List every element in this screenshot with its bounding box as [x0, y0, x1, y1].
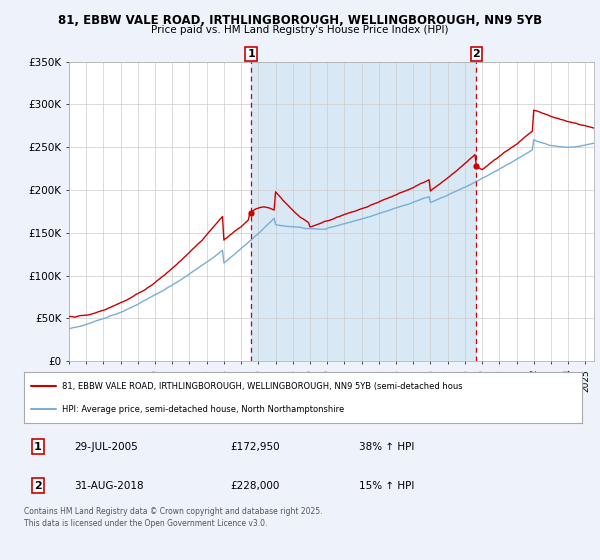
Text: 2: 2: [34, 481, 42, 491]
Text: 81, EBBW VALE ROAD, IRTHLINGBOROUGH, WELLINGBOROUGH, NN9 5YB (semi-detached hous: 81, EBBW VALE ROAD, IRTHLINGBOROUGH, WEL…: [62, 381, 463, 390]
Text: Contains HM Land Registry data © Crown copyright and database right 2025.
This d: Contains HM Land Registry data © Crown c…: [24, 507, 323, 528]
Text: 1: 1: [247, 49, 255, 59]
Text: Price paid vs. HM Land Registry's House Price Index (HPI): Price paid vs. HM Land Registry's House …: [151, 25, 449, 35]
Text: 38% ↑ HPI: 38% ↑ HPI: [359, 441, 414, 451]
Text: 2: 2: [473, 49, 480, 59]
Text: 31-AUG-2018: 31-AUG-2018: [74, 481, 144, 491]
Text: 81, EBBW VALE ROAD, IRTHLINGBOROUGH, WELLINGBOROUGH, NN9 5YB: 81, EBBW VALE ROAD, IRTHLINGBOROUGH, WEL…: [58, 14, 542, 27]
Text: 1: 1: [34, 441, 42, 451]
Bar: [251, 62, 476, 361]
Text: £172,950: £172,950: [230, 441, 280, 451]
Text: 29-JUL-2005: 29-JUL-2005: [74, 441, 138, 451]
Text: £228,000: £228,000: [230, 481, 280, 491]
Text: 15% ↑ HPI: 15% ↑ HPI: [359, 481, 414, 491]
Text: HPI: Average price, semi-detached house, North Northamptonshire: HPI: Average price, semi-detached house,…: [62, 405, 344, 414]
